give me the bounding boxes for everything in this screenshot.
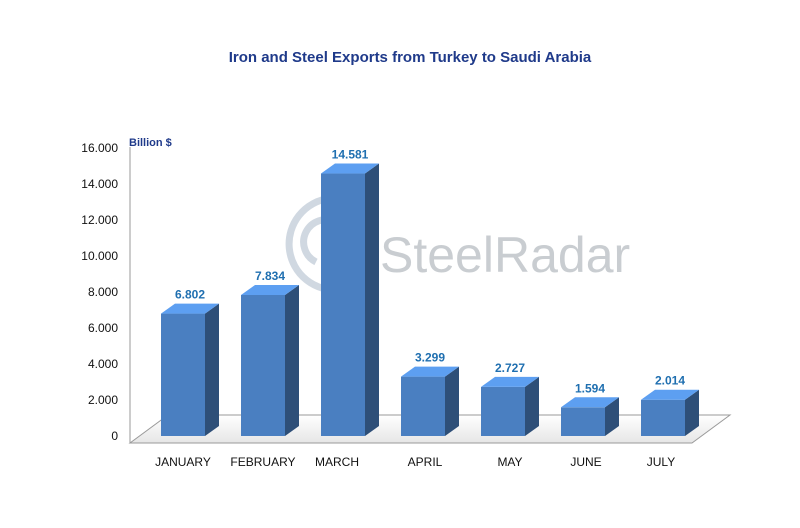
bar-side — [525, 376, 539, 436]
x-tick-label: JULY — [647, 455, 675, 469]
bar-side — [205, 303, 219, 436]
y-tick-label: 10.000 — [81, 249, 118, 263]
bar-side — [285, 284, 299, 436]
x-tick-label: JANUARY — [155, 455, 211, 469]
data-label: 2.727 — [495, 361, 525, 375]
data-label: 14.581 — [332, 148, 369, 162]
bar-top — [241, 284, 299, 295]
chart-title: Iron and Steel Exports from Turkey to Sa… — [229, 49, 592, 66]
y-tick-label: 16.000 — [81, 141, 118, 155]
y-axis-ticks: 0 2.000 4.000 6.000 8.000 10.000 12.000 14.000 1… — [81, 141, 118, 443]
bar-top — [321, 163, 379, 174]
y-tick-label: 12.000 — [81, 213, 118, 227]
bar-front — [321, 173, 365, 437]
data-label: 7.834 — [255, 269, 285, 283]
bar-side — [445, 366, 459, 436]
bar — [241, 284, 299, 436]
bar-top — [561, 397, 619, 408]
x-axis-ticks: JANUARY FEBRUARY MARCH APRIL MAY JUNE JULY — [155, 455, 675, 469]
bar-side — [605, 397, 619, 436]
bar-front — [561, 407, 605, 436]
bars: 6.802 7.834 14.581 3.299 2.727 1.594 2.014 — [161, 148, 699, 437]
data-label: 2.014 — [655, 374, 685, 388]
bar — [481, 376, 539, 436]
bar-top — [641, 389, 699, 400]
watermark: SteelRadar — [285, 194, 630, 292]
y-tick-label: 6.000 — [88, 321, 118, 335]
bar — [321, 163, 379, 437]
y-tick-label: 4.000 — [88, 357, 118, 371]
bar-top — [481, 376, 539, 387]
x-tick-label: FEBRUARY — [230, 455, 295, 469]
data-label: 6.802 — [175, 288, 205, 302]
data-label: 1.594 — [575, 381, 605, 395]
x-tick-label: MAY — [497, 455, 522, 469]
bar-front — [241, 294, 285, 436]
bar — [401, 366, 459, 436]
bar-top — [401, 366, 459, 377]
y-tick-label: 8.000 — [88, 285, 118, 299]
y-tick-label: 0 — [111, 429, 118, 443]
y-tick-label: 14.000 — [81, 177, 118, 191]
y-tick-label: 2.000 — [88, 393, 118, 407]
bar — [561, 397, 619, 436]
bar-front — [401, 376, 445, 436]
bar — [641, 389, 699, 436]
bar-front — [641, 399, 685, 436]
data-label: 3.299 — [415, 351, 445, 365]
x-tick-label: APRIL — [408, 455, 443, 469]
bar-front — [161, 313, 205, 436]
bar-top — [161, 303, 219, 314]
y-axis-unit-label: Billion $ — [129, 137, 172, 149]
bar — [161, 303, 219, 436]
x-tick-label: JUNE — [570, 455, 601, 469]
watermark-logo: SteelRadar — [380, 227, 630, 283]
bar-side — [685, 389, 699, 436]
x-tick-label: MARCH — [315, 455, 359, 469]
bar-side — [365, 163, 379, 437]
bar-front — [481, 386, 525, 436]
